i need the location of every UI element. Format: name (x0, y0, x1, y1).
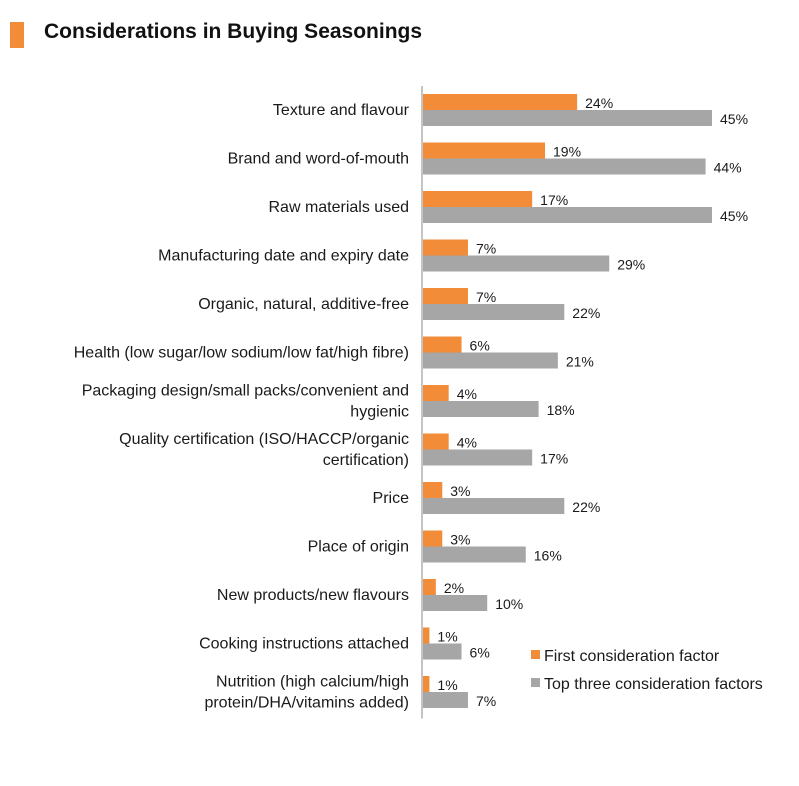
legend-label: First consideration factor (544, 648, 720, 665)
bar-top-three (423, 158, 706, 175)
data-label: 3% (450, 483, 470, 499)
data-label: 24% (585, 95, 613, 111)
category-label: Raw materials used (269, 199, 410, 216)
category-label: Brand and word-of-mouth (228, 151, 409, 168)
data-label: 18% (547, 402, 575, 418)
bar-first-consideration (423, 482, 443, 498)
bar-first-consideration (423, 676, 430, 692)
bar-top-three (423, 207, 712, 223)
legend-label: Top three consideration factors (544, 676, 763, 693)
data-label: 10% (495, 596, 523, 612)
legend-swatch (531, 650, 540, 659)
bar-top-three (423, 498, 565, 514)
category-label: Manufacturing date and expiry date (158, 248, 409, 265)
data-label: 44% (714, 160, 742, 176)
bar-first-consideration (423, 94, 578, 110)
bar-top-three (423, 643, 462, 660)
bar-top-three (423, 546, 526, 563)
category-label: Health (low sugar/low sodium/low fat/hig… (74, 345, 409, 362)
data-label: 45% (720, 208, 748, 224)
data-label: 22% (572, 499, 600, 515)
bar-top-three (423, 110, 712, 126)
category-label: Nutrition (high calcium/high protein/DHA/… (204, 674, 409, 712)
bar-top-three (423, 595, 488, 611)
data-label: 2% (444, 580, 464, 596)
data-label: 22% (572, 305, 600, 321)
data-label: 4% (457, 435, 477, 451)
category-label: Cooking instructions attached (199, 636, 409, 653)
title-accent-bar (10, 22, 24, 48)
legend-swatch (531, 678, 540, 687)
data-label: 1% (437, 677, 457, 693)
data-label: 3% (450, 532, 470, 548)
bar-first-consideration (423, 191, 533, 207)
data-label: 16% (534, 548, 562, 564)
bar-first-consideration (423, 336, 462, 353)
category-label: Texture and flavour (273, 102, 410, 119)
bar-first-consideration (423, 288, 468, 304)
category-label: Packaging design/small packs/convenient … (82, 383, 409, 421)
data-label: 7% (476, 241, 496, 257)
bar-first-consideration (423, 385, 449, 401)
category-label: New products/new flavours (217, 587, 409, 604)
data-label: 6% (470, 338, 490, 354)
data-label: 21% (566, 354, 594, 370)
bar-top-three (423, 352, 558, 369)
bar-first-consideration (423, 579, 436, 595)
data-label: 4% (457, 386, 477, 402)
bar-first-consideration (423, 530, 443, 547)
category-label: Place of origin (308, 539, 409, 556)
data-label: 7% (476, 289, 496, 305)
bar-first-consideration (423, 433, 449, 450)
bar-first-consideration (423, 142, 546, 159)
data-label: 45% (720, 111, 748, 127)
data-label: 6% (470, 645, 490, 661)
bar-top-three (423, 692, 468, 708)
bar-top-three (423, 304, 565, 320)
data-label: 17% (540, 451, 568, 467)
data-label: 1% (437, 629, 457, 645)
bar-first-consideration (423, 239, 468, 256)
bar-top-three (423, 449, 533, 466)
data-label: 29% (617, 257, 645, 273)
bar-top-three (423, 401, 539, 417)
bar-top-three (423, 255, 610, 272)
category-label: Organic, natural, additive-free (198, 296, 409, 313)
data-label: 7% (476, 693, 496, 709)
chart-title: Considerations in Buying Seasonings (44, 20, 423, 43)
data-label: 17% (540, 192, 568, 208)
category-label: Price (373, 490, 410, 507)
data-label: 19% (553, 144, 581, 160)
category-label: Quality certification (ISO/HACCP/organic… (119, 431, 409, 469)
bar-first-consideration (423, 627, 430, 644)
